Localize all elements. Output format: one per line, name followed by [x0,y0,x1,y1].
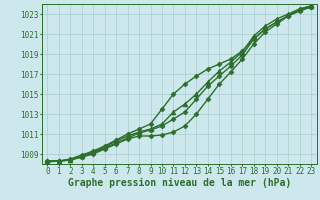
X-axis label: Graphe pression niveau de la mer (hPa): Graphe pression niveau de la mer (hPa) [68,178,291,188]
